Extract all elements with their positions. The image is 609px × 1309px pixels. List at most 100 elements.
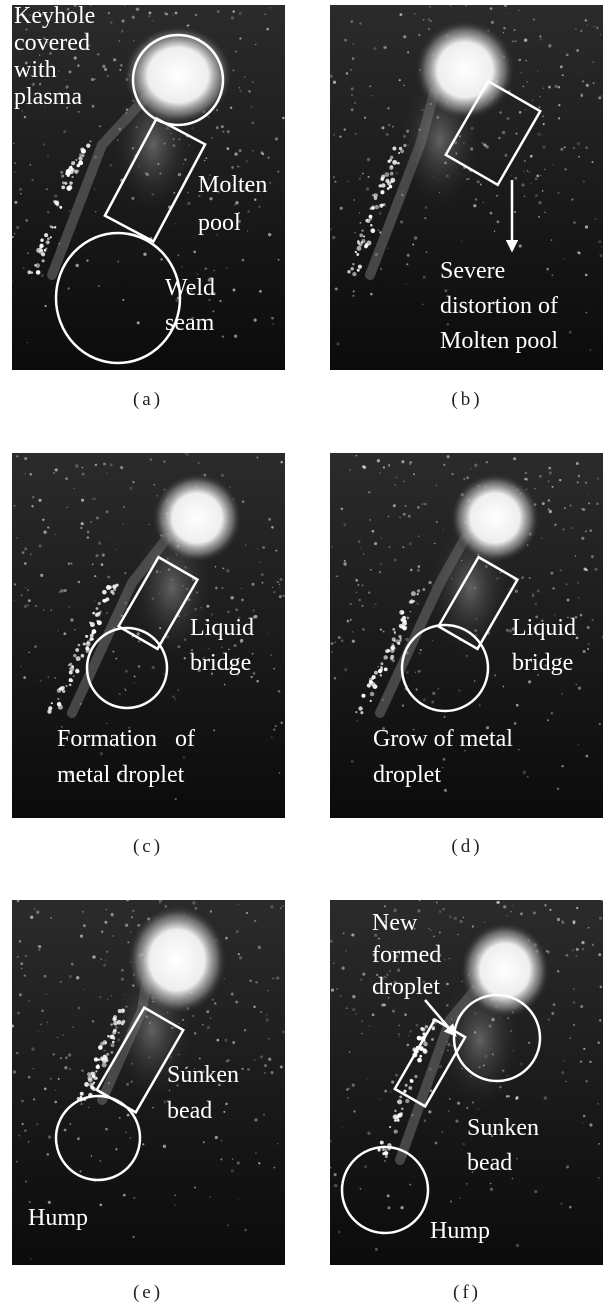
speckle-dot	[369, 85, 371, 87]
speckle-dot	[117, 261, 119, 263]
speckle-dot	[279, 584, 280, 585]
bead-dot	[405, 1084, 408, 1087]
speckle-dot	[562, 921, 565, 924]
speckle-dot	[416, 602, 418, 604]
speckle-dot	[535, 178, 538, 181]
speckle-dot	[206, 1010, 209, 1013]
speckle-dot	[282, 905, 283, 906]
speckle-dot	[484, 922, 485, 923]
speckle-dot	[35, 909, 36, 910]
speckle-dot	[380, 629, 382, 631]
speckle-dot	[399, 79, 401, 81]
speckle-dot	[223, 1111, 225, 1113]
speckle-dot	[485, 145, 488, 148]
speckle-dot	[249, 980, 251, 982]
speckle-dot	[594, 568, 597, 571]
annotation: Sunken	[467, 1115, 539, 1141]
speckle-dot	[538, 106, 540, 108]
speckle-dot	[43, 609, 44, 610]
speckle-dot	[512, 41, 514, 43]
speckle-dot	[199, 1058, 201, 1060]
bead-dot	[98, 602, 101, 605]
speckle-dot	[221, 474, 224, 477]
speckle-dot	[575, 28, 576, 29]
speckle-dot	[34, 645, 37, 648]
speckle-dot	[399, 516, 402, 519]
annotation: pool	[198, 210, 241, 236]
bead-dot	[73, 654, 76, 657]
speckle-dot	[82, 911, 84, 913]
speckle-dot	[524, 160, 526, 162]
bead-dot	[391, 646, 396, 651]
bead-dot	[62, 690, 65, 693]
speckle-dot	[24, 457, 27, 460]
speckle-dot	[395, 1074, 398, 1077]
speckle-dot	[255, 981, 258, 984]
speckle-dot	[602, 636, 604, 638]
speckle-dot	[238, 1198, 239, 1199]
bead-dot	[39, 244, 43, 248]
speckle-dot	[123, 1194, 126, 1197]
bead-dot	[70, 679, 73, 682]
speckle-dot	[33, 1068, 35, 1070]
speckle-dot	[406, 263, 408, 265]
speckle-dot	[459, 1197, 461, 1199]
speckle-dot	[379, 571, 381, 573]
speckle-dot	[576, 49, 579, 52]
speckle-dot	[38, 499, 41, 502]
speckle-dot	[549, 909, 551, 911]
speckle-dot	[351, 94, 353, 96]
speckle-dot	[578, 71, 580, 73]
speckle-dot	[417, 909, 420, 912]
speckle-dot	[539, 96, 540, 97]
panel-caption: (f)	[453, 1282, 481, 1303]
speckle-dot	[576, 907, 578, 909]
speckle-dot	[277, 581, 279, 583]
speckle-dot	[536, 174, 539, 177]
speckle-dot	[236, 930, 239, 933]
speckle-dot	[461, 241, 462, 242]
annotation: Liquid	[512, 615, 576, 641]
speckle-dot	[570, 527, 572, 529]
speckle-dot	[548, 1019, 550, 1021]
annotation: plasma	[14, 84, 82, 110]
speckle-dot	[387, 515, 389, 517]
speckle-dot	[60, 171, 63, 174]
speckle-dot	[27, 252, 29, 254]
speckle-dot	[362, 465, 365, 468]
speckle-dot	[26, 1129, 27, 1130]
bead-dot	[389, 185, 393, 189]
speckle-dot	[280, 461, 283, 464]
speckle-dot	[24, 562, 27, 565]
speckle-dot	[583, 650, 586, 653]
speckle-dot	[353, 290, 355, 292]
speckle-dot	[234, 204, 236, 206]
speckle-dot	[428, 28, 430, 30]
speckle-dot	[430, 20, 432, 22]
speckle-dot	[105, 960, 106, 961]
speckle-dot	[17, 899, 20, 902]
speckle-dot	[273, 591, 275, 593]
speckle-dot	[107, 576, 110, 579]
speckle-dot	[124, 5, 125, 6]
speckle-dot	[573, 147, 575, 149]
bead-dot	[79, 153, 82, 156]
speckle-dot	[590, 529, 592, 531]
speckle-dot	[107, 75, 109, 77]
speckle-dot	[459, 920, 462, 923]
speckle-dot	[352, 631, 354, 633]
annotation: covered	[14, 30, 90, 56]
speckle-dot	[560, 569, 562, 571]
speckle-dot	[600, 254, 603, 257]
speckle-dot	[457, 934, 458, 935]
speckle-dot	[126, 899, 129, 902]
speckle-dot	[514, 177, 517, 180]
speckle-dot	[209, 1196, 211, 1198]
speckle-dot	[256, 680, 259, 683]
speckle-dot	[403, 480, 405, 482]
speckle-dot	[512, 905, 513, 906]
speckle-dot	[244, 1229, 247, 1232]
speckle-dot	[20, 666, 22, 668]
speckle-dot	[451, 473, 453, 475]
speckle-dot	[270, 905, 273, 908]
